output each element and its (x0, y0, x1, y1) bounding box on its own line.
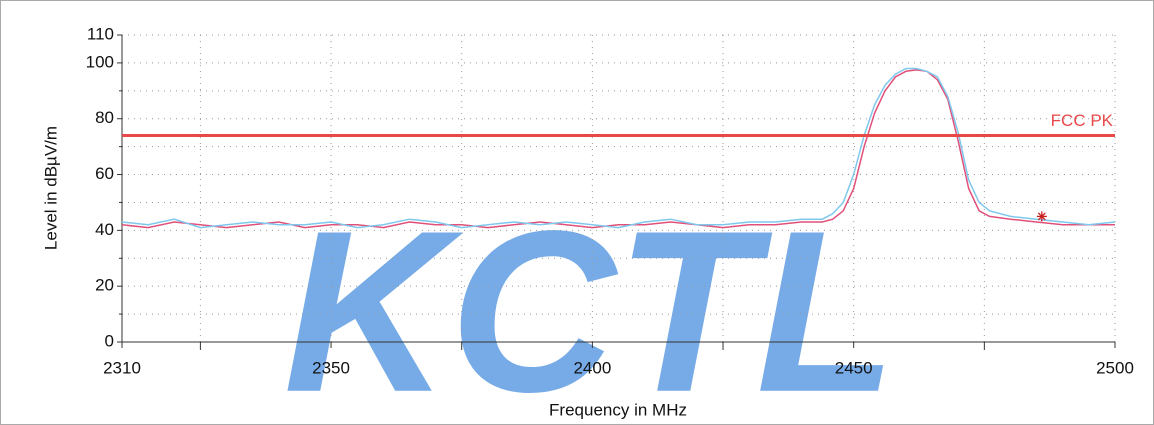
x-tick-label: 2500 (1096, 358, 1134, 377)
marker-stroke (1037, 212, 1046, 221)
y-tick-label: 0 (105, 331, 114, 350)
x-tick-label: 2350 (312, 358, 350, 377)
trace (121, 69, 1115, 229)
limit-label: FCC PK (1051, 111, 1114, 130)
marker (1036, 211, 1047, 222)
y-tick-label: 110 (87, 24, 114, 43)
x-tick-label: 2310 (103, 358, 141, 377)
y-tick-label: 80 (95, 108, 114, 127)
y-tick-label: 20 (95, 276, 114, 295)
y-tick-label: 100 (86, 52, 114, 71)
y-tick-label: 60 (95, 164, 114, 183)
y-tick-label: 40 (95, 220, 114, 239)
x-axis-label: Frequency in MHz (549, 400, 687, 419)
y-axis-label: Level in dBµV/m (41, 126, 60, 250)
trace (121, 67, 1116, 229)
x-tick-label: 2450 (835, 358, 873, 377)
x-tick-label: 2400 (573, 358, 611, 377)
